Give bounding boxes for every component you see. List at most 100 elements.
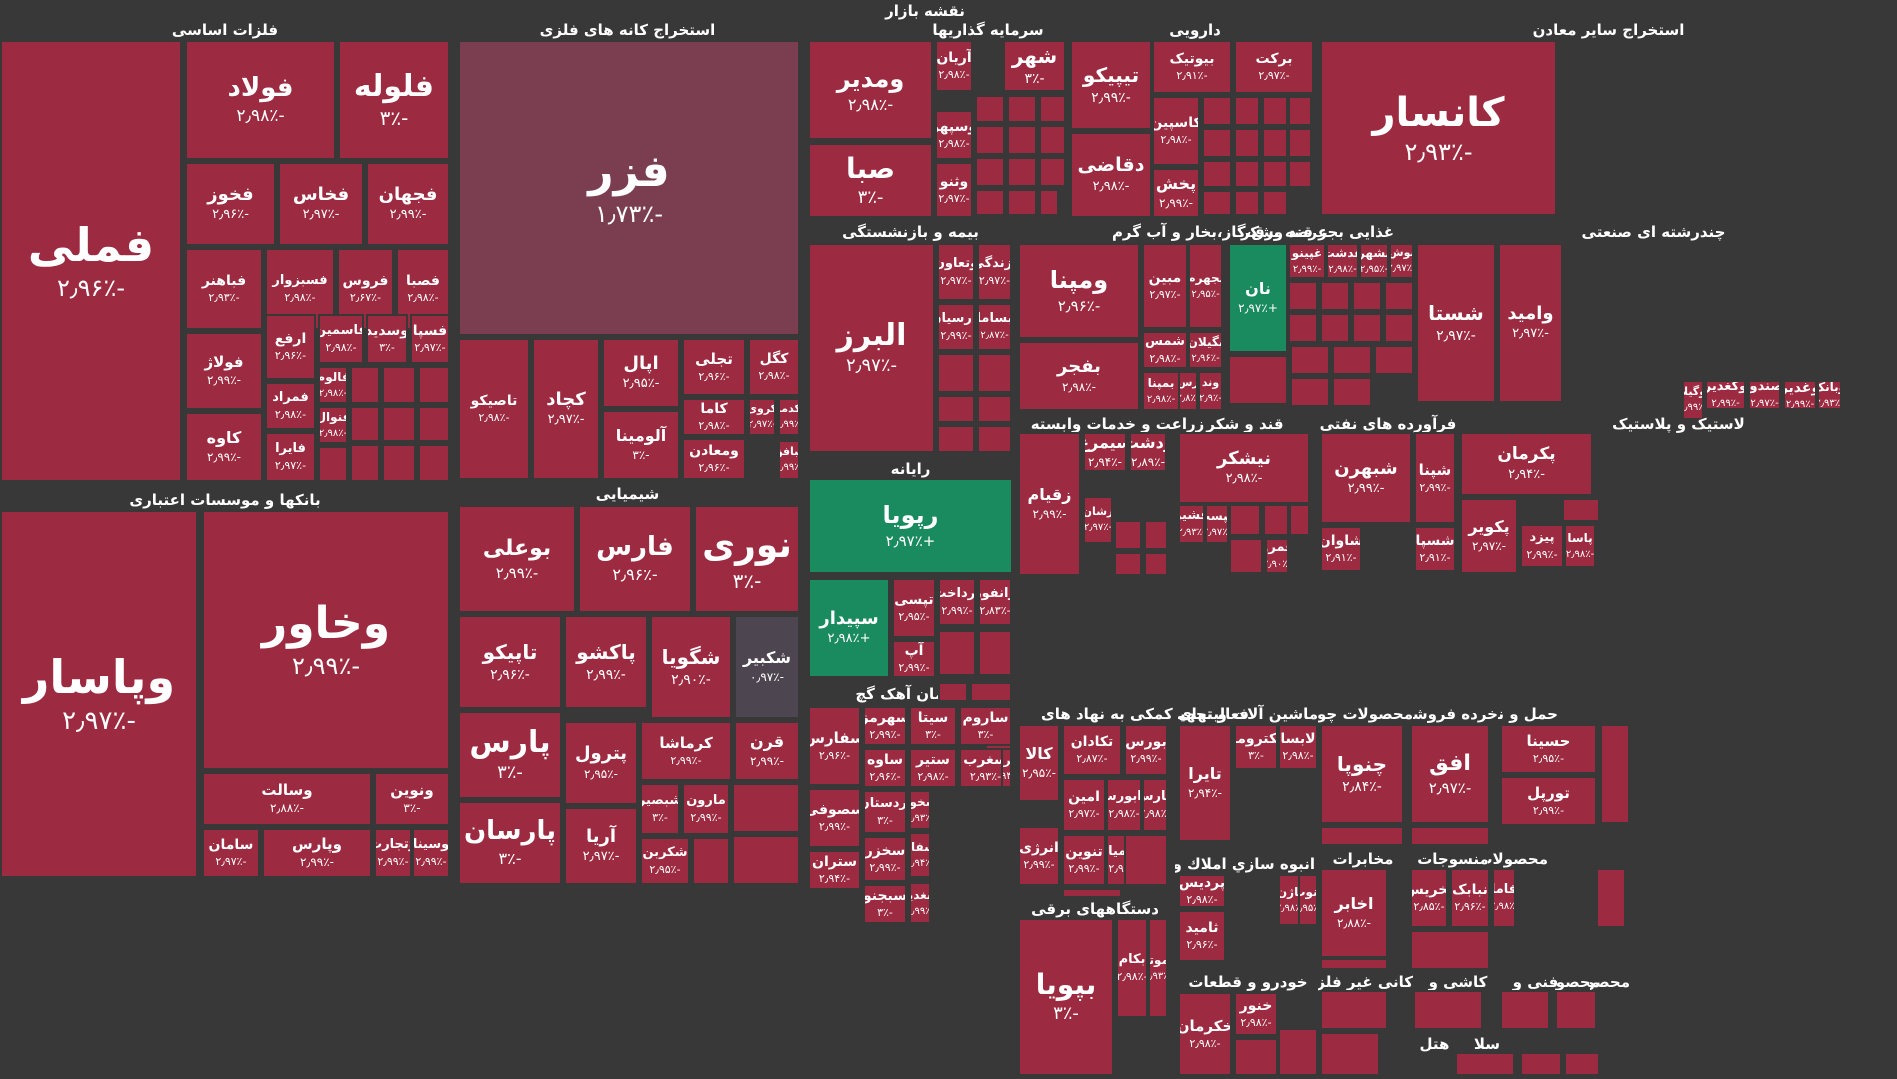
stock-tile[interactable]: وسینا -۲٫۹۹٪ [412,828,450,878]
stock-tile[interactable]: تنوین -۲٫۹۹٪ [1062,834,1106,886]
small-stock-tile[interactable] [1228,355,1288,405]
small-stock-tile[interactable] [1007,125,1037,155]
small-stock-tile[interactable] [1039,125,1066,155]
small-stock-tile[interactable] [1320,826,1404,846]
small-stock-tile[interactable] [938,630,976,676]
stock-tile[interactable]: وپارس -۲٫۹۹٪ [262,828,372,878]
stock-tile[interactable]: کرماشا -۲٫۹۹٪ [640,721,732,781]
stock-tile[interactable]: پرداخت -۲٫۹۹٪ [938,578,976,626]
small-stock-tile[interactable] [1332,377,1372,407]
small-stock-tile[interactable] [977,425,1012,453]
stock-tile[interactable]: نوری -۳٪ [694,505,800,613]
stock-tile[interactable]: بکام -۲٫۹۸٪ [1116,918,1148,1018]
stock-tile[interactable]: پاکشو -۲٫۹۹٪ [564,615,648,709]
stock-tile[interactable]: قرن -۲٫۹۹٪ [734,721,800,781]
stock-tile[interactable]: رابورس -۲٫۹۸٪ [1106,778,1142,832]
stock-tile[interactable]: شپنا -۲٫۹۹٪ [1414,432,1456,524]
small-stock-tile[interactable] [382,444,416,482]
stock-tile[interactable]: پاسا -۲٫۹۸٪ [1564,524,1596,568]
small-stock-tile[interactable] [1520,1052,1562,1076]
small-stock-tile[interactable] [1384,281,1414,311]
stock-tile[interactable]: شمس -۲٫۹۸٪ [1142,331,1188,369]
small-stock-tile[interactable] [1384,313,1414,343]
stock-tile[interactable]: بساما -۲٫۸۷٪ [977,303,1012,351]
stock-tile[interactable]: ساوه -۲٫۹۶٪ [863,748,907,788]
small-stock-tile[interactable] [1564,1052,1600,1076]
stock-tile[interactable]: سصوفی-۲٫۹۹٪ [808,788,861,848]
stock-tile[interactable]: سپیدار +۲٫۹۸٪ [808,578,890,678]
stock-tile[interactable]: پردیس -۲٫۹۸٪ [1178,874,1226,908]
stock-tile[interactable]: بیوتیک -۲٫۹۱٪ [1152,40,1232,94]
stock-tile[interactable]: ومدیر -۲٫۹۸٪ [808,40,933,140]
small-stock-tile[interactable] [1234,160,1260,188]
stock-tile[interactable]: برکت -۲٫۹۷٪ [1234,40,1314,94]
small-stock-tile[interactable] [1320,958,1388,970]
small-stock-tile[interactable] [1234,128,1260,158]
stock-tile[interactable]: وخاور -۲٫۹۹٪ [202,510,450,770]
stock-tile[interactable]: سیتا -۳٪ [909,706,957,746]
stock-tile[interactable]: فخاس -۲٫۹۷٪ [278,162,364,246]
stock-tile[interactable]: شبصیر -۳٪ [640,783,680,835]
stock-tile[interactable]: وسپهر-۲٫۹۸٪ [935,110,973,160]
stock-tile[interactable]: پترول -۲٫۹۵٪ [564,721,638,805]
small-stock-tile[interactable] [350,444,380,482]
stock-tile[interactable]: دقاضی -۲٫۹۸٪ [1070,132,1152,218]
stock-tile[interactable]: پارسیان -۲٫۹۹٪ [937,303,975,351]
small-stock-tile[interactable] [975,95,1005,123]
small-stock-tile[interactable] [1290,345,1330,375]
small-stock-tile[interactable] [1202,128,1232,158]
stock-tile[interactable]: زدشت-۲٫۸۹٪ [1129,432,1167,472]
stock-tile[interactable]: پکویر -۲٫۹۷٪ [1460,498,1518,574]
small-stock-tile[interactable] [1229,504,1261,536]
stock-tile[interactable]: شاوان -۲٫۹۱٪ [1320,526,1362,572]
stock-tile[interactable]: تورپل -۲٫۹۹٪ [1500,776,1597,826]
stock-tile[interactable]: آریان -۲٫۹۸٪ [935,40,973,92]
stock-tile[interactable]: ومپنا -۲٫۹۶٪ [1018,243,1140,339]
stock-tile[interactable]: فباهنر -۲٫۹۳٪ [185,248,263,330]
stock-tile[interactable]: نیشکر -۲٫۹۸٪ [1178,432,1310,504]
stock-tile[interactable]: نخریس-۲٫۸۵٪ [1410,868,1448,928]
stock-tile[interactable]: سفارس-۲٫۹۶٪ [808,706,861,786]
stock-tile[interactable]: پکرمان -۲٫۹۴٪ [1460,432,1593,496]
stock-tile[interactable]: ارفع -۲٫۹۶٪ [265,314,316,380]
stock-tile[interactable]: نبابک -۲٫۹۶٪ [1450,868,1490,928]
small-stock-tile[interactable] [318,446,348,482]
small-stock-tile[interactable] [1007,157,1037,187]
small-stock-tile[interactable] [1320,1032,1380,1076]
small-stock-tile[interactable] [1144,520,1168,550]
stock-tile[interactable]: رانفور -۲٫۸۳٪ [978,578,1012,626]
stock-tile[interactable]: مبین -۲٫۹۷٪ [1142,243,1188,329]
stock-tile[interactable]: ومعادن -۲٫۹۶٪ [682,438,746,480]
stock-tile[interactable]: خنور -۲٫۹۸٪ [1234,992,1278,1036]
stock-tile[interactable]: وغدیر -۲٫۹۹٪ [1783,380,1817,410]
small-stock-tile[interactable] [1039,95,1066,123]
stock-tile[interactable]: بشهر -۲٫۹۵٪ [1359,243,1389,279]
stock-tile[interactable]: کاسپین -۲٫۹۸٪ [1152,96,1200,166]
stock-tile[interactable]: پیزد -۲٫۹۹٪ [1520,524,1564,568]
small-stock-tile[interactable] [1262,96,1288,126]
small-stock-tile[interactable] [732,783,800,833]
small-stock-tile[interactable] [1007,189,1037,216]
small-stock-tile[interactable] [1263,504,1289,536]
small-stock-tile[interactable] [1202,96,1232,126]
small-stock-tile[interactable] [1320,313,1350,343]
small-stock-tile[interactable] [977,353,1012,393]
stock-tile[interactable]: کانسار -۲٫۹۳٪ [1320,40,1557,216]
small-stock-tile[interactable] [937,425,975,453]
small-stock-tile[interactable] [382,366,416,404]
small-stock-tile[interactable] [1410,826,1490,846]
small-stock-tile[interactable] [1320,281,1350,311]
stock-tile[interactable]: سرود -۲٫۹۴٪ [1001,748,1012,788]
stock-tile[interactable]: تپسی -۲٫۹۵٪ [892,578,936,638]
stock-tile[interactable]: تاپیکو -۲٫۹۶٪ [458,615,562,709]
stock-tile[interactable]: نوش -۲٫۹۷٪ [1389,243,1414,279]
small-stock-tile[interactable] [1114,520,1142,550]
small-stock-tile[interactable] [1262,160,1288,188]
stock-tile[interactable]: کچاد -۲٫۹۷٪ [532,338,600,480]
stock-tile[interactable]: کگل -۲٫۹۸٪ [748,338,800,396]
stock-tile[interactable]: امین -۲٫۹۷٪ [1062,778,1106,832]
small-stock-tile[interactable] [1234,96,1260,126]
stock-tile[interactable]: افق -۲٫۹۷٪ [1410,724,1490,824]
small-stock-tile[interactable] [1410,930,1490,970]
small-stock-tile[interactable] [1500,990,1550,1030]
